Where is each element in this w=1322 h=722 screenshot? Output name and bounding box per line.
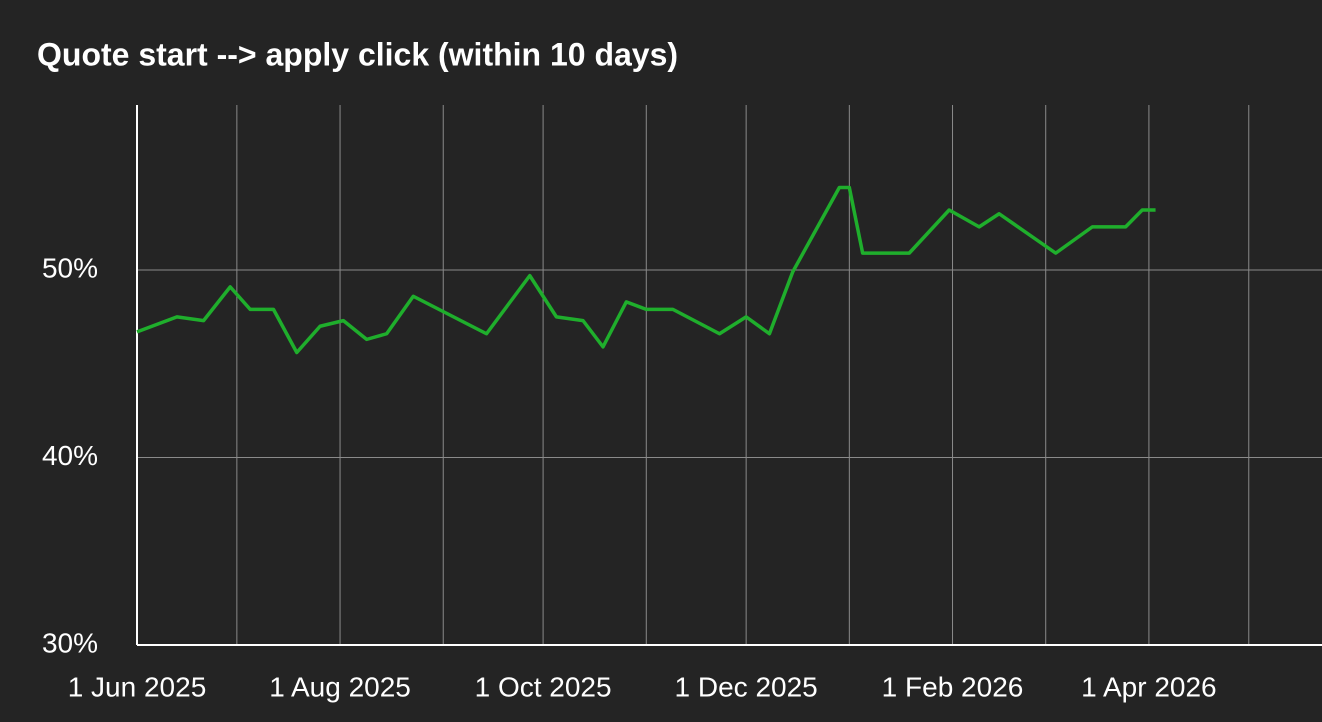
y-tick-label: 40% xyxy=(42,440,98,471)
x-tick-label: 1 Jun 2025 xyxy=(68,671,207,702)
data-line xyxy=(136,185,1156,355)
y-tick-label: 50% xyxy=(42,252,98,283)
x-tick-label: 1 Apr 2026 xyxy=(1081,671,1216,702)
y-tick-label: 30% xyxy=(42,627,98,658)
x-tick-label: 1 Feb 2026 xyxy=(882,671,1024,702)
chart-title: Quote start --> apply click (within 10 d… xyxy=(37,36,678,72)
x-tick-label: 1 Aug 2025 xyxy=(269,671,411,702)
x-tick-label: 1 Dec 2025 xyxy=(675,671,818,702)
x-tick-label: 1 Oct 2025 xyxy=(475,671,612,702)
